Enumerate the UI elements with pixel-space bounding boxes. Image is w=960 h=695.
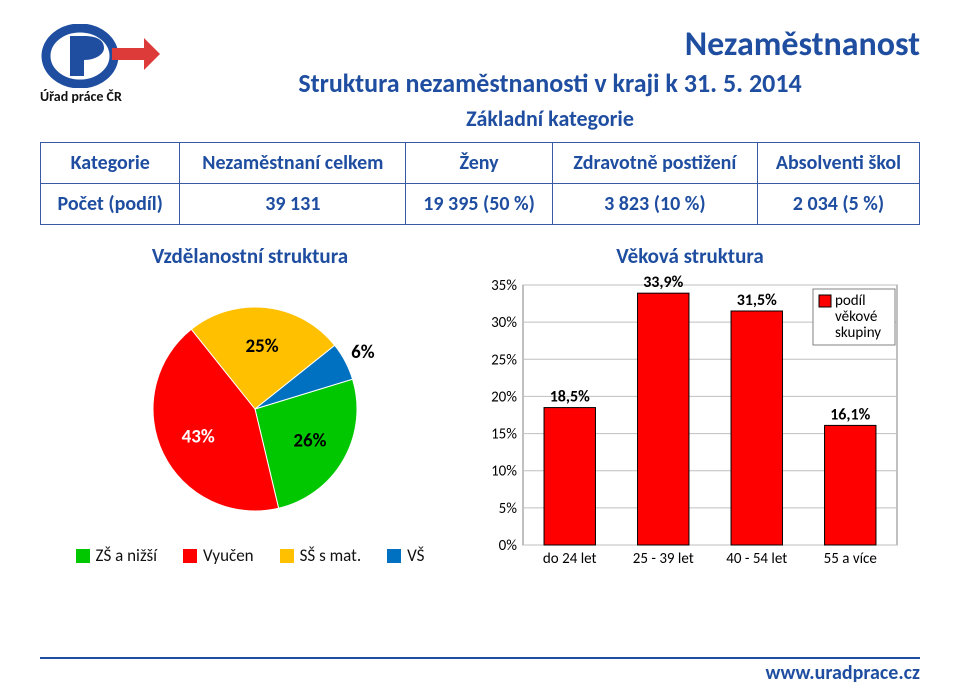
pie-label: 25% (245, 335, 278, 358)
legend-label: SŠ s mat. (300, 545, 362, 566)
pie-label: 43% (182, 426, 215, 449)
legend-label: ZŠ a nižší (96, 545, 158, 566)
table-cell: 39 131 (180, 184, 406, 225)
y-tick-label: 10% (491, 463, 517, 481)
x-tick-label: do 24 let (543, 550, 597, 568)
pie-legend: ZŠ a nižší Vyučen SŠ s mat. VŠ (40, 545, 460, 566)
org-name: Úřad práce ČR (40, 88, 122, 105)
page-title: Nezaměstnanost (180, 24, 920, 65)
bar-chart: 0% 5% 10% 15% 20% 25% 30% 35% 18,5% do 24 let 33,9… (475, 275, 905, 575)
section-title: Základní kategorie (180, 105, 920, 132)
footer-url: www.uradprace.cz (765, 661, 920, 685)
y-tick-label: 25% (491, 351, 517, 369)
x-tick-label: 40 - 54 let (726, 550, 787, 568)
table-header: Zdravotně postižení (552, 143, 757, 184)
table-cell: 3 823 (10 %) (552, 184, 757, 225)
x-tick-label: 25 - 39 let (633, 550, 694, 568)
category-table: KategorieNezaměstnaní celkemŽenyZdravotn… (40, 142, 920, 225)
bar (825, 425, 876, 545)
bar (731, 311, 782, 545)
bar-chart-title: Věková struktura (460, 243, 920, 269)
table-header: Kategorie (41, 143, 180, 184)
bar-label: 33,9% (643, 275, 683, 292)
table-cell: 2 034 (5 %) (757, 184, 919, 225)
y-tick-label: 20% (491, 388, 517, 406)
bar-legend: podílvěkovéskupiny (813, 289, 895, 345)
bar (544, 408, 595, 545)
table-cell: Počet (podíl) (41, 184, 180, 225)
legend-swatch (76, 549, 90, 563)
table-header: Absolventi škol (757, 143, 919, 184)
legend-label: VŠ (407, 545, 424, 566)
pie-label: 6% (351, 341, 375, 364)
pie-chart: 26% 43% 25% 6% (110, 275, 400, 535)
y-tick-label: 5% (499, 500, 518, 518)
legend-item: Vyučen (183, 545, 254, 566)
bar-label: 16,1% (830, 405, 870, 424)
table-row: Počet (podíl)39 13119 395 (50 %)3 823 (1… (41, 184, 920, 225)
page-subtitle: Struktura nezaměstnanosti v kraji k 31. … (180, 67, 920, 99)
table-header: Ženy (406, 143, 553, 184)
legend-item: SŠ s mat. (280, 545, 362, 566)
legend-swatch (280, 549, 294, 563)
bar-label: 31,5% (737, 291, 777, 310)
legend-swatch (387, 549, 401, 563)
legend-item: ZŠ a nižší (76, 545, 158, 566)
table-cell: 19 395 (50 %) (406, 184, 553, 225)
bar (638, 293, 689, 545)
org-logo: Úřad práce ČR (40, 24, 160, 110)
y-tick-label: 15% (491, 426, 517, 444)
pie-chart-title: Vzdělanostní struktura (40, 243, 460, 269)
y-tick-label: 30% (491, 314, 517, 332)
x-tick-label: 55 a více (824, 550, 877, 568)
footer-divider (40, 657, 920, 659)
legend-label: Vyučen (203, 545, 254, 566)
bar-label: 18,5% (550, 388, 590, 407)
table-header: Nezaměstnaní celkem (180, 143, 406, 184)
y-tick-label: 35% (491, 277, 517, 295)
y-tick-label: 0% (499, 537, 518, 555)
legend-swatch (183, 549, 197, 563)
pie-label: 26% (293, 429, 326, 452)
legend-item: VŠ (387, 545, 424, 566)
